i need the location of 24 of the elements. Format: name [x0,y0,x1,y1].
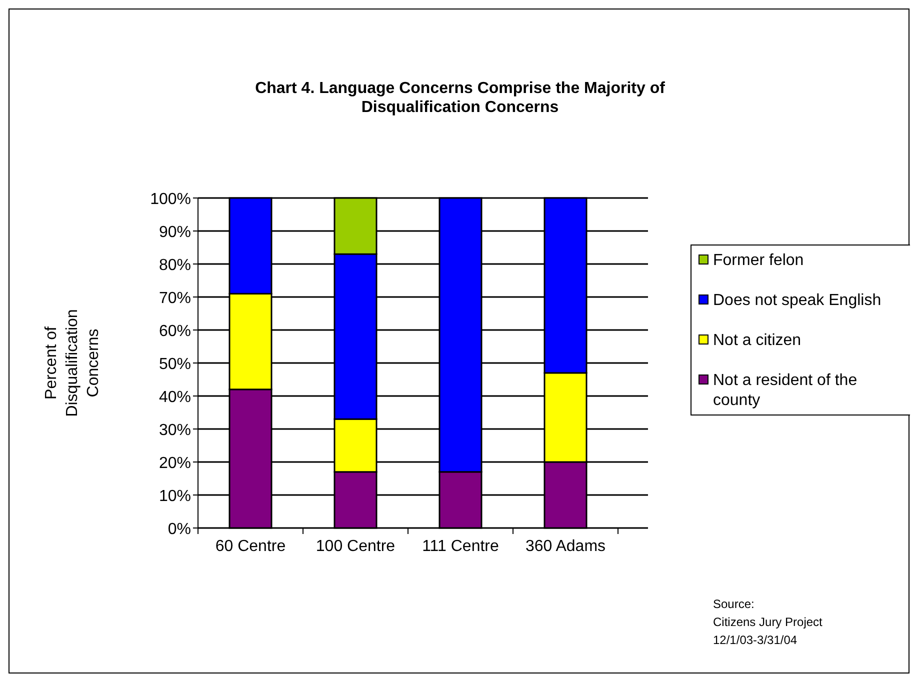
legend-label: Former felon [713,252,804,269]
legend-label: Does not speak English [713,292,882,309]
y-tick-label: 90% [158,224,191,241]
y-tick-label: 0% [168,521,191,538]
legend-label: Not a resident of the county [713,372,858,409]
chart-title: Chart 4. Language Concerns Comprise the Majority of Disqualification Concerns [255,80,666,116]
source-note: Source: [713,597,754,611]
x-tick-label: 60 Centre [215,538,286,555]
y-tick-label: 60% [158,323,191,340]
y-tick-label: 20% [158,455,191,472]
legend-label: Not a citizen [713,332,802,349]
text: 12/1/03-3/31/04 [713,633,798,647]
text: Citizens Jury Project [713,615,824,629]
x-tick-label: 111 Centre [422,538,499,555]
y-tick-label: 30% [158,422,191,439]
y-tick-label: 50% [158,356,191,373]
y-tick-label: 10% [158,488,191,505]
y-tick-label: 40% [158,389,191,406]
x-tick-label: 100 Centre [316,538,396,555]
y-tick-label: 70% [158,290,191,307]
y-tick-label: 100% [150,191,191,208]
x-tick-label: 360 Adams [525,538,606,555]
y-tick-label: 80% [158,257,191,274]
y-axis-title: Percent of Disqualification Concerns [43,309,102,417]
